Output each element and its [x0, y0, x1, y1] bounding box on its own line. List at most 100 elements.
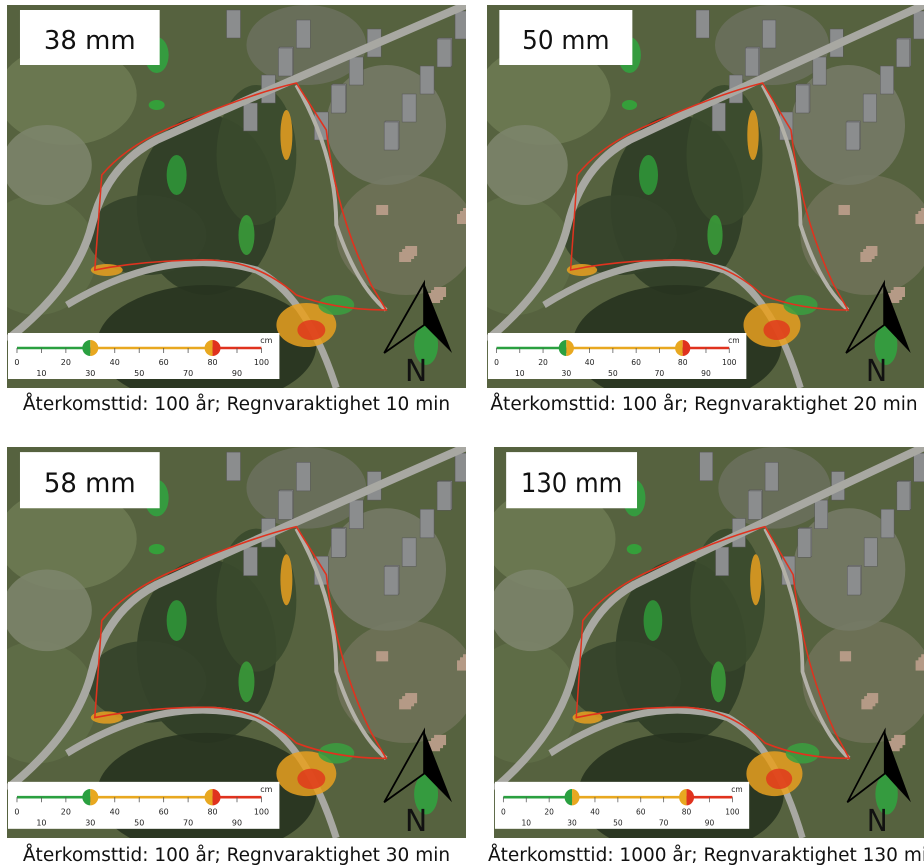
legend-tick-label: 60: [631, 358, 641, 367]
north-label: N: [867, 803, 888, 838]
legend-tick-label: 60: [636, 807, 646, 816]
legend-marker: [82, 788, 91, 806]
road: [487, 5, 924, 344]
building: [454, 10, 466, 40]
legend-unit: cm: [260, 785, 272, 794]
legend-tick-label: 50: [134, 819, 144, 828]
legend-tick-label: 70: [183, 369, 193, 378]
building: [913, 10, 924, 40]
terrain: [563, 195, 677, 275]
building: [399, 699, 412, 710]
legend-marker: [212, 340, 221, 356]
building: [887, 293, 900, 303]
north-label: N: [866, 353, 887, 388]
building: [888, 741, 900, 752]
north-arrow: [845, 279, 885, 354]
flood-area: [621, 100, 638, 110]
legend-unit: cm: [728, 336, 740, 345]
terrain: [7, 125, 92, 205]
flood-area: [763, 320, 791, 340]
building: [278, 490, 293, 520]
building: [797, 528, 812, 558]
legend-tick-label: 90: [232, 819, 242, 828]
caption: Återkomsttid: 100 år; Regnvaraktighet 10…: [22, 394, 451, 415]
terrain: [216, 85, 297, 225]
terrain: [7, 487, 137, 590]
legend-marker: [675, 340, 683, 356]
study-area-boundary: [575, 525, 851, 760]
legend-unit: cm: [731, 785, 742, 794]
building: [695, 9, 710, 39]
legend-tick-label: 50: [608, 369, 618, 378]
terrain: [686, 85, 763, 225]
building: [349, 56, 364, 86]
building: [812, 56, 827, 86]
terrain: [487, 125, 568, 205]
building: [243, 546, 258, 576]
building: [880, 65, 894, 95]
building: [401, 537, 417, 567]
flood-area: [148, 100, 165, 110]
terrain: [336, 620, 466, 744]
legend-tick-label: 30: [85, 819, 95, 828]
building: [814, 499, 828, 529]
legend-marker: [558, 340, 567, 356]
flood-area: [710, 661, 726, 703]
building: [457, 660, 466, 671]
flood-area: [297, 768, 326, 789]
building: [278, 47, 293, 77]
terrain: [216, 528, 297, 672]
legend-tick-label: 70: [183, 819, 193, 828]
terrain: [494, 569, 574, 652]
building: [838, 205, 850, 215]
building: [715, 546, 729, 576]
legend: 0 20 40 60 80 100 10 30 50 70 90 cm: [7, 781, 280, 829]
building: [296, 462, 311, 492]
terrain: [7, 45, 137, 145]
building: [913, 452, 924, 482]
legend-marker: [566, 340, 574, 356]
caption: Återkomsttid: 100 år; Regnvaraktighet 20…: [490, 394, 918, 415]
north-arrow: [424, 283, 453, 353]
terrain: [7, 569, 92, 652]
rainfall-label: 130 mm: [521, 467, 622, 498]
legend: 0 20 40 60 80 100 10 30 50 70 90 cm: [7, 333, 280, 379]
legend-marker: [82, 340, 91, 356]
building: [436, 481, 452, 511]
terrain: [494, 487, 616, 590]
flood-area: [707, 215, 723, 255]
legend-marker: [564, 788, 573, 806]
flood-area: [238, 215, 255, 255]
legend-tick-label: 10: [515, 369, 525, 378]
rainfall-label: 58 mm: [44, 469, 136, 499]
road: [294, 527, 388, 760]
legend-box: [494, 781, 750, 829]
terrain: [487, 195, 573, 315]
legend-tick-label: 40: [110, 807, 120, 816]
legend-marker: [686, 788, 695, 806]
study-area-boundary: [93, 525, 388, 760]
building: [376, 651, 389, 662]
terrain: [336, 175, 466, 295]
flood-area: [166, 600, 187, 641]
legend-tick-label: 30: [85, 369, 95, 378]
legend-tick-label: 80: [207, 807, 217, 816]
legend-tick-label: 70: [659, 818, 669, 827]
legend-tick-label: 80: [682, 807, 692, 816]
building: [745, 47, 759, 77]
flood-area: [148, 543, 165, 555]
flood-area: [626, 543, 642, 555]
legend-tick-label: 20: [544, 807, 554, 816]
road: [294, 84, 388, 312]
map-panel: 38 mm 0 20 40 60 80 100 10 30 50 70 90 cm N: [7, 5, 466, 388]
building: [349, 499, 364, 529]
caption: Återkomsttid: 1000 år; Regnvaraktighet 1…: [488, 845, 924, 866]
rainfall-label: 38 mm: [44, 26, 136, 56]
flood-area: [297, 320, 326, 340]
legend-tick-label: 10: [521, 818, 531, 827]
flood-area: [875, 773, 898, 815]
terrain: [487, 45, 611, 145]
building: [862, 93, 877, 123]
flood-area: [783, 295, 818, 315]
building: [331, 84, 346, 114]
